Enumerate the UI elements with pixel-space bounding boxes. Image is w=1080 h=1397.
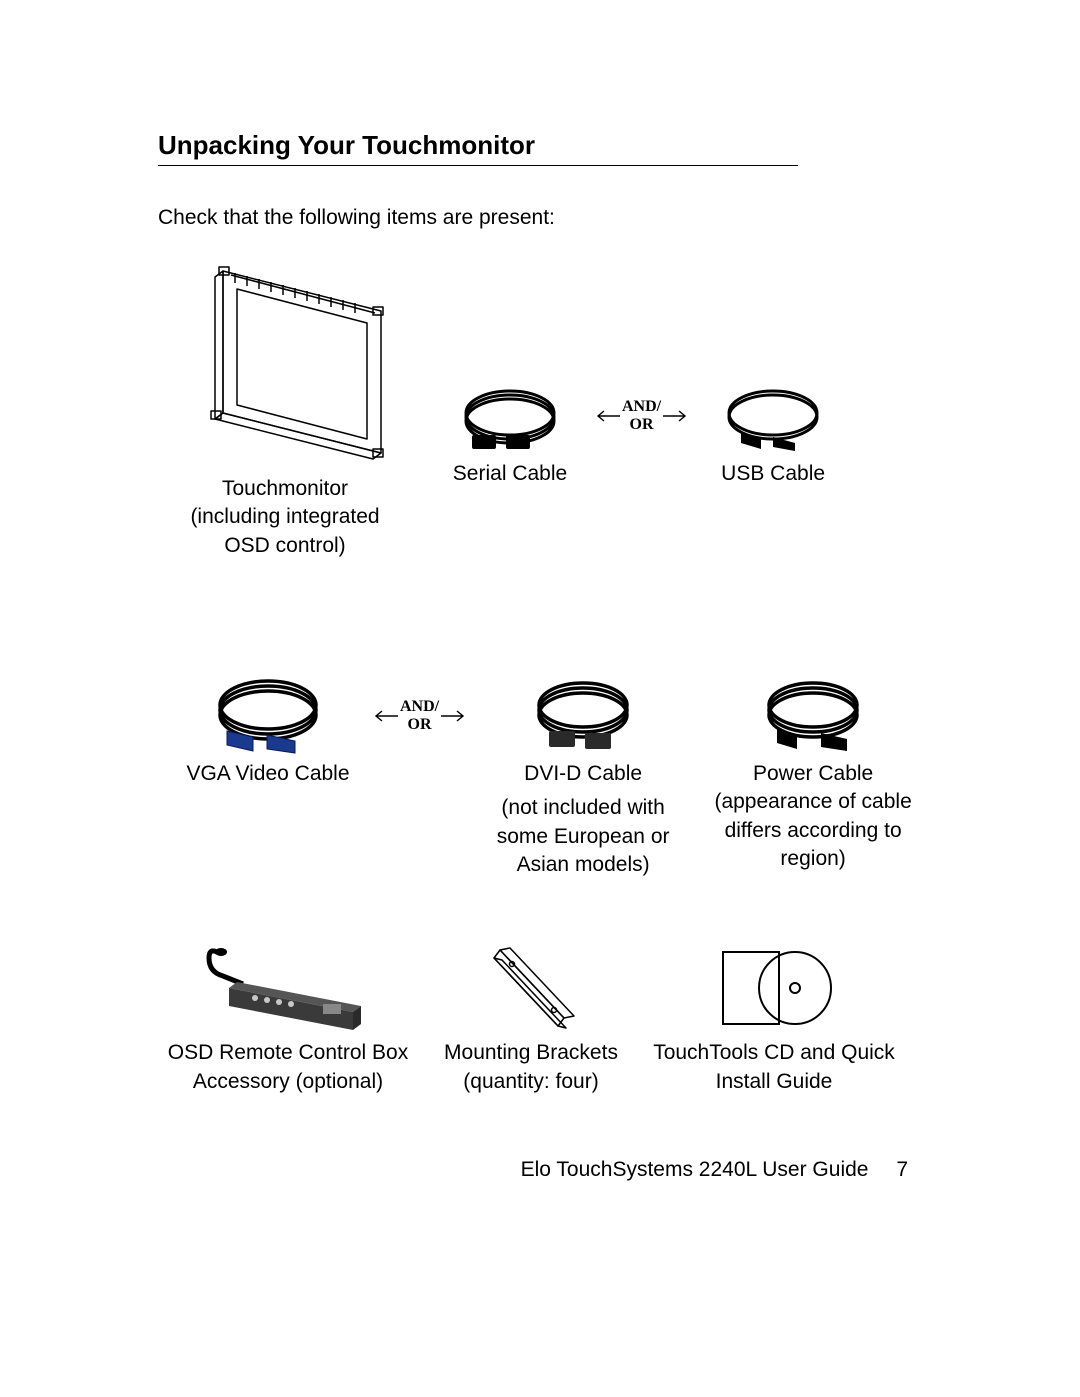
item-dvi-cable: DVI-D Cable (not included with some Euro… xyxy=(483,670,683,879)
and-or-text: AND/ OR xyxy=(400,698,439,733)
and-or-connector-2: AND/ OR xyxy=(372,698,467,733)
brackets-label-1: Mounting Brackets xyxy=(444,1039,618,1067)
cd-label-1: TouchTools CD and Quick xyxy=(653,1039,895,1067)
osd-label-2: Accessory (optional) xyxy=(193,1068,383,1096)
osd-remote-icon xyxy=(203,939,373,1039)
row-1: Touchmonitor (including integrated OSD c… xyxy=(158,260,930,560)
vga-cable-label: VGA Video Cable xyxy=(186,760,349,788)
dvi-label-4: Asian models) xyxy=(517,851,650,879)
arrow-right-icon xyxy=(661,409,689,423)
arrow-right-icon xyxy=(439,709,467,723)
dvi-label-3: some European or xyxy=(497,823,670,851)
cd-label-2: Install Guide xyxy=(716,1068,833,1096)
and-or-connector-1: AND/ OR xyxy=(594,398,689,433)
document-page: Unpacking Your Touchmonitor Check that t… xyxy=(0,0,1080,1096)
cd-icon xyxy=(709,939,839,1039)
and-or-line2: OR xyxy=(408,716,432,733)
and-or-line1: AND/ xyxy=(400,698,439,715)
and-or-text: AND/ OR xyxy=(622,398,661,433)
and-or-line1: AND/ xyxy=(622,398,661,415)
footer-guide: Elo TouchSystems 2240L User Guide xyxy=(521,1158,869,1181)
power-label-2: (appearance of cable xyxy=(714,788,911,816)
row-2: VGA Video Cable AND/ OR xyxy=(158,670,930,879)
arrow-left-icon xyxy=(372,709,400,723)
serial-usb-group: Serial Cable AND/ OR xyxy=(440,380,843,488)
and-or-line2: OR xyxy=(630,416,654,433)
power-label-4: region) xyxy=(780,845,845,873)
item-osd-remote: OSD Remote Control Box Accessory (option… xyxy=(158,939,418,1096)
serial-cable-icon xyxy=(450,380,570,460)
dvi-label-1: DVI-D Cable xyxy=(524,760,642,788)
usb-cable-label: USB Cable xyxy=(721,460,825,488)
item-usb-cable: USB Cable xyxy=(703,380,843,488)
dvi-cable-icon xyxy=(523,670,643,760)
arrow-left-icon xyxy=(594,409,622,423)
item-serial-cable: Serial Cable xyxy=(440,380,580,488)
page-footer: Elo TouchSystems 2240L User Guide 7 xyxy=(521,1158,908,1182)
touchmonitor-label-1: Touchmonitor xyxy=(222,475,348,503)
touchmonitor-label-3: OSD control) xyxy=(224,532,345,560)
touchmonitor-label-2: (including integrated xyxy=(190,503,379,531)
osd-label-1: OSD Remote Control Box xyxy=(168,1039,408,1067)
item-touchmonitor: Touchmonitor (including integrated OSD c… xyxy=(170,260,400,560)
power-label-1: Power Cable xyxy=(753,760,873,788)
intro-text: Check that the following items are prese… xyxy=(158,206,930,230)
brackets-label-2: (quantity: four) xyxy=(463,1068,598,1096)
item-brackets: Mounting Brackets (quantity: four) xyxy=(426,939,636,1096)
bracket-icon xyxy=(476,939,586,1039)
item-power-cable: Power Cable (appearance of cable differs… xyxy=(703,670,923,873)
touchmonitor-icon xyxy=(185,260,385,475)
item-cd: TouchTools CD and Quick Install Guide xyxy=(644,939,904,1096)
row-3: OSD Remote Control Box Accessory (option… xyxy=(158,939,930,1096)
footer-page-number: 7 xyxy=(896,1158,908,1181)
power-cable-icon xyxy=(753,670,873,760)
dvi-label-2: (not included with xyxy=(501,794,664,822)
power-label-3: differs according to xyxy=(725,817,902,845)
serial-cable-label: Serial Cable xyxy=(453,460,567,488)
section-title: Unpacking Your Touchmonitor xyxy=(158,130,798,166)
vga-cable-icon xyxy=(203,670,333,760)
usb-cable-icon xyxy=(713,380,833,460)
item-vga-cable: VGA Video Cable xyxy=(168,670,368,788)
